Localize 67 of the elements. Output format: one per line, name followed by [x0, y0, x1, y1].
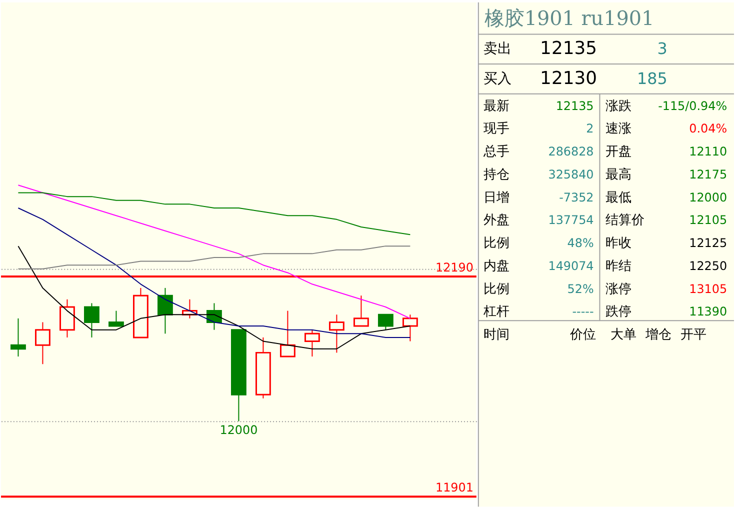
text: 137754 — [548, 213, 594, 228]
text: 52% — [567, 282, 594, 296]
text: 结算价 — [606, 213, 645, 228]
text: 时间 — [483, 328, 510, 343]
text: 开平 — [680, 328, 706, 343]
text: 185 — [636, 68, 668, 88]
text: 12175 — [689, 167, 728, 182]
text: 价位 — [568, 328, 596, 343]
text: 比例 — [483, 236, 510, 252]
text: 日增 — [483, 190, 510, 206]
candlestick — [108, 310, 124, 327]
candlestick — [328, 314, 344, 354]
text: 速涨 — [606, 122, 632, 137]
candlestick — [304, 329, 320, 357]
text: 外盘 — [483, 213, 510, 228]
candlestick — [84, 302, 100, 338]
text: 13105 — [689, 282, 728, 296]
text: 12130 — [540, 68, 597, 89]
text: 内盘 — [483, 258, 510, 274]
text: 比例 — [483, 282, 510, 297]
candlestick — [60, 298, 75, 338]
ref-line-label: 11901 — [435, 480, 474, 495]
candlestick — [353, 295, 369, 327]
text: 增仓 — [644, 328, 672, 343]
text: ----- — [572, 304, 594, 319]
text: 买入 — [483, 70, 512, 87]
text: 总手 — [482, 144, 510, 160]
candlestick — [280, 310, 296, 358]
text: 橡胶1901 ru1901 — [484, 7, 654, 30]
text: 昨结 — [606, 258, 632, 274]
text: 48% — [567, 236, 594, 250]
text: 卖出 — [483, 41, 512, 58]
text: 开盘 — [606, 144, 632, 160]
text: 最低 — [606, 190, 632, 206]
annotation: 12000 — [220, 423, 258, 438]
text: 12135 — [556, 98, 594, 113]
text: 跌停 — [606, 304, 632, 320]
text: 12135 — [540, 38, 597, 60]
text: 286828 — [548, 144, 594, 159]
text: 3 — [657, 39, 668, 58]
text: 325840 — [548, 167, 594, 182]
text: -115/0.94% — [658, 98, 728, 113]
text: 昨收 — [606, 236, 632, 252]
candlestick — [402, 314, 418, 342]
text: 0.04% — [689, 122, 728, 136]
candlestick — [158, 287, 173, 334]
text: 11390 — [689, 304, 728, 319]
text: 大单 — [610, 328, 637, 343]
text: 12000 — [689, 190, 728, 204]
text: 涨跌 — [606, 98, 632, 114]
text: 最新 — [483, 98, 510, 114]
text: 12105 — [689, 213, 728, 228]
text: 149074 — [548, 258, 594, 273]
text: 12250 — [689, 258, 728, 273]
text: 杠杆 — [482, 304, 510, 320]
candlestick — [35, 322, 50, 365]
candlestick — [10, 318, 26, 357]
text: -7352 — [559, 190, 594, 204]
candlestick — [378, 314, 394, 330]
text: 现手 — [483, 122, 510, 137]
text: 2 — [586, 122, 594, 136]
text: 涨停 — [606, 282, 632, 297]
text: 持仓 — [483, 167, 510, 182]
text: 12125 — [689, 236, 728, 250]
text: 最高 — [606, 166, 632, 182]
ref-line-label: 12190 — [435, 260, 474, 275]
text: 12110 — [689, 144, 728, 159]
